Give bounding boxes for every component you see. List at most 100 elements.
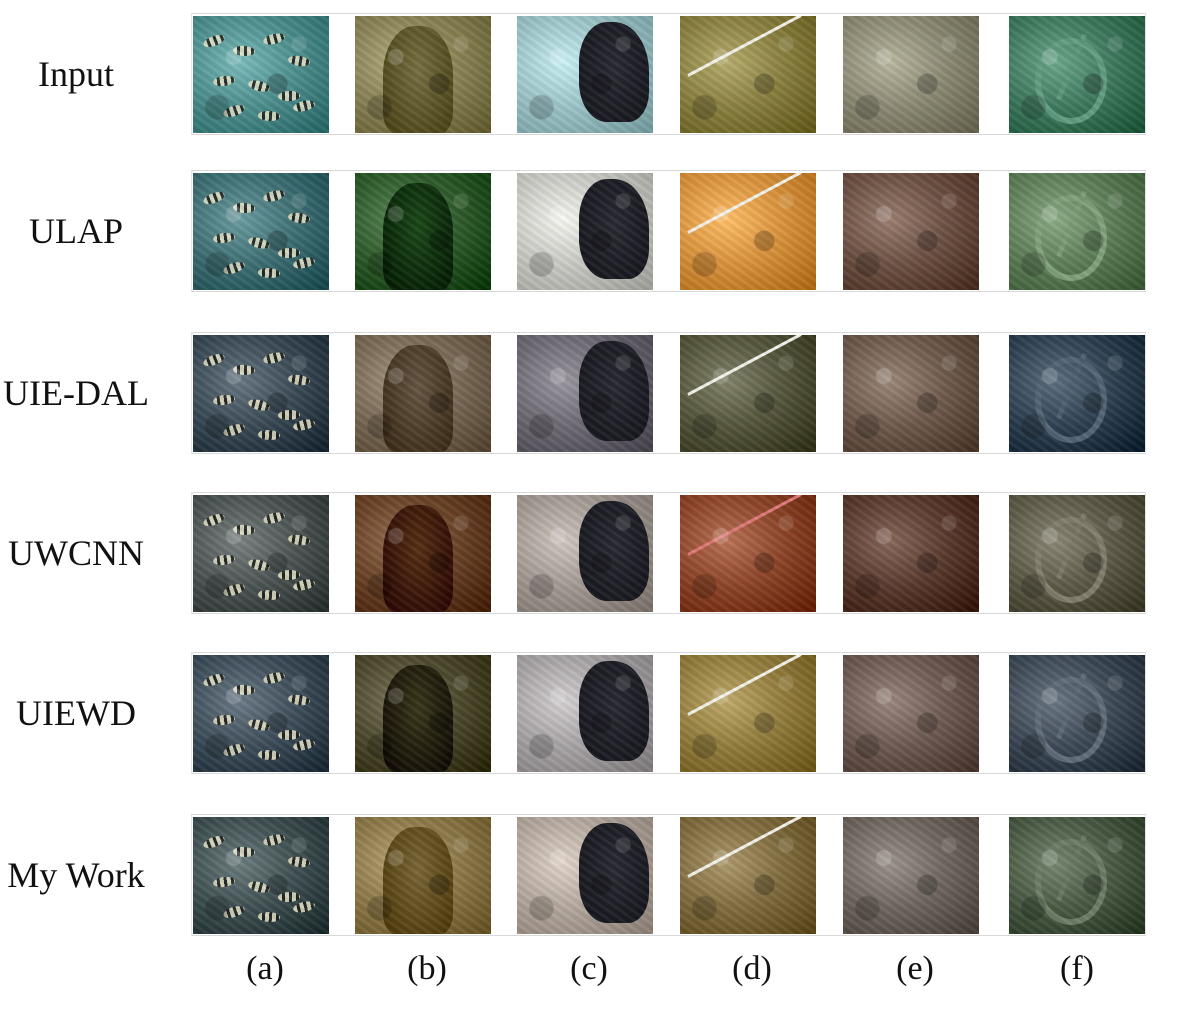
fish-shape — [287, 693, 311, 707]
fish-shape — [287, 211, 311, 225]
fish-shape — [292, 899, 316, 915]
fish-shape — [232, 364, 256, 376]
image-c — [517, 173, 653, 290]
image-b — [355, 335, 491, 452]
diver-figure — [383, 827, 453, 934]
fish-shape — [262, 188, 286, 204]
image-c — [517, 817, 653, 934]
fish-shape — [277, 569, 301, 581]
image-strip — [191, 13, 1146, 135]
fish-shape — [201, 189, 227, 207]
image-c — [517, 495, 653, 612]
fish-shape — [247, 557, 271, 573]
fish-shape — [262, 510, 286, 526]
fish-shape — [221, 259, 247, 277]
row-ulap: ULAP — [0, 170, 1178, 292]
image-b — [355, 817, 491, 934]
image-b — [355, 173, 491, 290]
image-d — [680, 335, 816, 452]
diver-figure — [579, 22, 649, 122]
wheel-shape — [1035, 677, 1107, 763]
fish-shape — [262, 31, 286, 47]
fish-shape — [292, 577, 316, 593]
wheel-shape — [1035, 517, 1107, 603]
column-label-b: (b) — [407, 950, 447, 987]
row-label: UIE-DAL — [3, 373, 149, 413]
rope-line — [687, 173, 802, 234]
image-b — [355, 16, 491, 133]
fish-shape — [277, 891, 301, 903]
fish-shape — [201, 32, 227, 50]
image-a — [193, 16, 329, 133]
column-label-c: (c) — [570, 950, 608, 987]
image-f — [1009, 655, 1145, 772]
fish-shape — [247, 235, 271, 251]
rope-line — [687, 655, 802, 716]
fish-shape — [277, 409, 301, 421]
column-label-a: (a) — [246, 950, 284, 987]
fish-shape — [262, 350, 286, 366]
image-strip — [191, 652, 1146, 774]
diver-figure — [579, 179, 649, 279]
row-label: My Work — [7, 855, 145, 895]
fish-shape — [247, 397, 271, 413]
rope-line — [687, 495, 802, 556]
image-d — [680, 495, 816, 612]
image-f — [1009, 817, 1145, 934]
fish-shape — [262, 832, 286, 848]
image-e — [843, 817, 979, 934]
image-a — [193, 817, 329, 934]
column-label-d: (d) — [732, 950, 772, 987]
image-a — [193, 495, 329, 612]
fish-shape — [287, 54, 311, 68]
fish-shape — [292, 98, 316, 114]
diver-figure — [579, 341, 649, 441]
fish-shape — [212, 393, 236, 407]
wheel-shape — [1035, 195, 1107, 281]
fish-shape — [232, 846, 256, 858]
fish-shape — [257, 749, 281, 761]
image-b — [355, 495, 491, 612]
fish-shape — [257, 267, 281, 279]
image-strip — [191, 170, 1146, 292]
image-a — [193, 335, 329, 452]
fish-shape — [257, 110, 281, 122]
fish-shape — [232, 202, 256, 214]
fish-shape — [232, 684, 256, 696]
image-d — [680, 173, 816, 290]
image-d — [680, 817, 816, 934]
fish-shape — [277, 729, 301, 741]
row-label: UWCNN — [8, 533, 144, 573]
row-uwcnn: UWCNN — [0, 492, 1178, 614]
row-my-work: My Work — [0, 814, 1178, 936]
diver-figure — [579, 501, 649, 601]
fish-shape — [212, 74, 236, 88]
fish-shape — [287, 373, 311, 387]
image-e — [843, 655, 979, 772]
image-f — [1009, 335, 1145, 452]
fish-shape — [221, 102, 247, 120]
diver-figure — [383, 345, 453, 452]
image-d — [680, 16, 816, 133]
wheel-shape — [1035, 357, 1107, 443]
fish-shape — [277, 90, 301, 102]
row-label: ULAP — [28, 211, 123, 251]
rope-line — [687, 817, 802, 878]
fish-shape — [221, 581, 247, 599]
fish-shape — [201, 833, 227, 851]
fish-shape — [201, 511, 227, 529]
fish-shape — [212, 875, 236, 889]
fish-shape — [201, 351, 227, 369]
image-a — [193, 173, 329, 290]
diver-figure — [383, 183, 453, 290]
fish-shape — [287, 533, 311, 547]
fish-shape — [257, 589, 281, 601]
image-strip — [191, 814, 1146, 936]
diver-figure — [579, 661, 649, 761]
diver-figure — [383, 26, 453, 133]
image-f — [1009, 173, 1145, 290]
fish-shape — [257, 911, 281, 923]
image-strip — [191, 492, 1146, 614]
fish-shape — [292, 737, 316, 753]
